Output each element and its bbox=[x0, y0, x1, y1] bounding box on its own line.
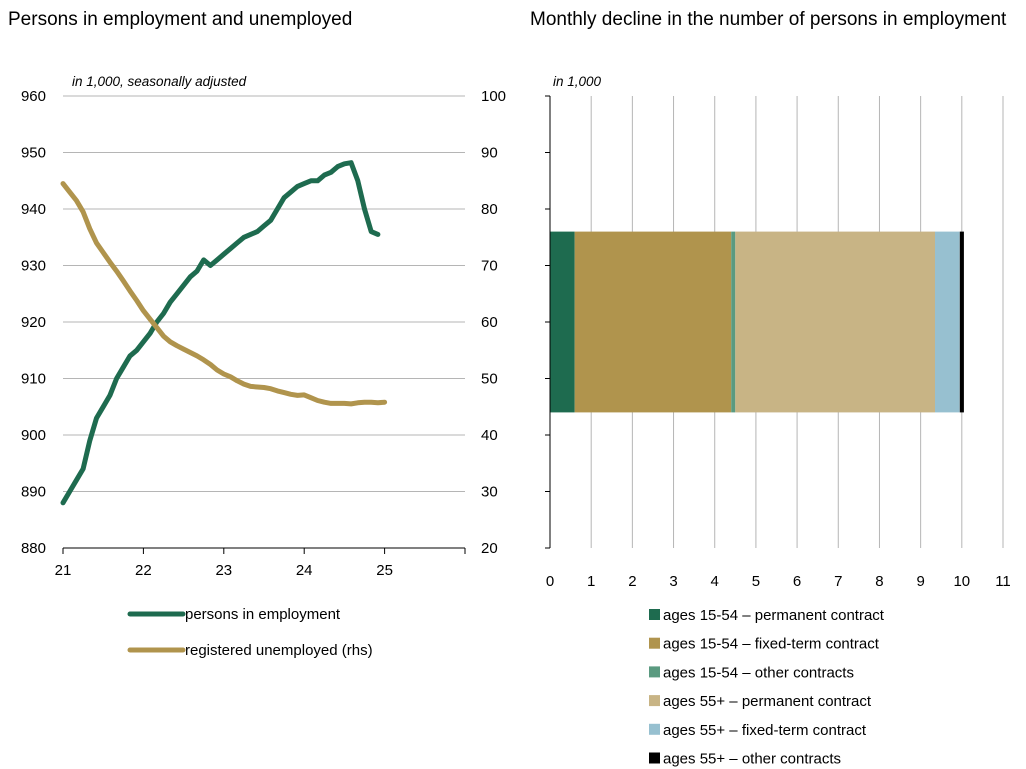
left-y-tick-label: 880 bbox=[21, 540, 46, 557]
left-x-tick-label: 23 bbox=[215, 562, 232, 579]
left-chart-title: Persons in employment and unemployed bbox=[8, 9, 353, 30]
left-unit-note: in 1,000, seasonally adjusted bbox=[72, 74, 247, 89]
left-x-tick-label: 21 bbox=[55, 562, 72, 579]
right-axis-tick-label: 30 bbox=[481, 484, 498, 501]
left-tick-labels: 880 890 900 910 920 930 940 950 960 20 30 40 50 60 70 8… bbox=[21, 88, 506, 579]
left-y-tick-label: 920 bbox=[21, 314, 46, 331]
left-gridlines bbox=[63, 95, 465, 492]
left-y-tick-label: 900 bbox=[21, 427, 46, 444]
left-y-tick-label: 930 bbox=[21, 258, 46, 275]
right-axis-tick-label: 100 bbox=[481, 88, 506, 105]
legend-label-employment: persons in employment bbox=[185, 606, 341, 623]
right-axis-tick-label: 20 bbox=[481, 540, 498, 557]
right-axis-tick-label: 40 bbox=[481, 427, 498, 444]
series-line-employment bbox=[60, 160, 381, 506]
left-y-tick-label: 960 bbox=[21, 88, 46, 105]
right-axis-tick-label: 80 bbox=[481, 201, 498, 218]
right-axis-tick-label: 50 bbox=[481, 371, 498, 388]
left-y-tick-label: 950 bbox=[21, 145, 46, 162]
left-axes bbox=[62, 547, 466, 554]
right-axis-tick-label: 70 bbox=[481, 258, 498, 275]
left-series-lines bbox=[60, 160, 388, 506]
left-legend: persons in employment registered unemploy… bbox=[127, 606, 373, 659]
series-line-unemployed bbox=[60, 181, 388, 407]
left-y-tick-label: 940 bbox=[21, 201, 46, 218]
legend-label-unemployed: registered unemployed (rhs) bbox=[185, 642, 373, 659]
right-axis-tick-label: 90 bbox=[481, 145, 498, 162]
left-x-tick-label: 24 bbox=[296, 562, 313, 579]
left-y-tick-label: 910 bbox=[21, 371, 46, 388]
right-chart-title: Monthly decline in the number of persons… bbox=[530, 9, 1007, 30]
right-axis-tick-label: 60 bbox=[481, 314, 498, 331]
left-x-tick-label: 22 bbox=[135, 562, 152, 579]
left-y-tick-label: 890 bbox=[21, 484, 46, 501]
left-x-tick-label: 25 bbox=[376, 562, 393, 579]
